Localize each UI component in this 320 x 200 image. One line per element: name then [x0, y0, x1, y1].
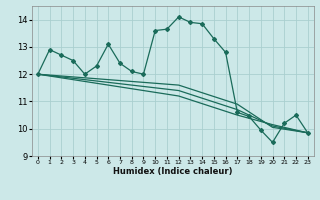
X-axis label: Humidex (Indice chaleur): Humidex (Indice chaleur) [113, 167, 233, 176]
